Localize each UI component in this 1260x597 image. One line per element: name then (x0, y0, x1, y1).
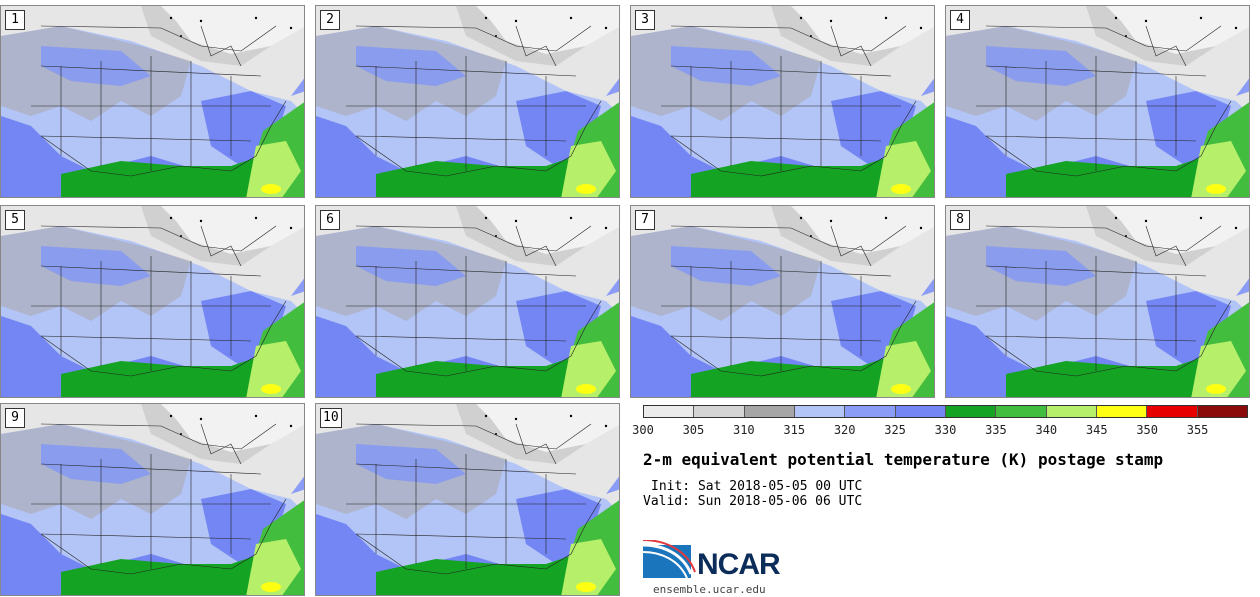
colorbar-segment (1096, 406, 1148, 417)
colorbar-segment (744, 406, 795, 417)
theta-e-map (631, 206, 934, 397)
panel-number: 9 (5, 408, 25, 428)
colorbar-tick-label: 335 (985, 423, 1007, 437)
colorbar-segment (1046, 406, 1097, 417)
ensemble-member-panel: 8 (945, 205, 1250, 398)
init-time: Init: Sat 2018-05-05 00 UTC (651, 479, 863, 494)
theta-e-map (1, 206, 304, 397)
panel-number: 4 (950, 10, 970, 30)
panel-number: 7 (635, 210, 655, 230)
ensemble-member-panel: 5 (0, 205, 305, 398)
theta-e-map (1, 404, 304, 595)
ensemble-member-panel: 1 (0, 5, 305, 198)
colorbar-tick-label: 310 (732, 423, 755, 437)
ensemble-member-panel: 4 (945, 5, 1250, 198)
theta-e-map (631, 6, 934, 197)
colorbar (643, 405, 1248, 418)
colorbar-segment (1197, 406, 1247, 417)
colorbar-tick-label: 315 (783, 423, 806, 437)
chart-title: 2-m equivalent potential temperature (K)… (643, 450, 1164, 469)
colorbar-segment (895, 406, 946, 417)
theta-e-map (316, 206, 619, 397)
ncar-logo-icon (643, 540, 696, 579)
colorbar-tick-label: 345 (1085, 423, 1108, 437)
colorbar-tick-label: 350 (1136, 423, 1158, 437)
panel-number: 6 (320, 210, 340, 230)
colorbar-segment (996, 406, 1047, 417)
theta-e-map (946, 206, 1249, 397)
colorbar-tick-label: 300 (632, 423, 654, 437)
panel-number: 5 (5, 210, 25, 230)
ensemble-member-panel: 6 (315, 205, 620, 398)
colorbar-segment (694, 406, 745, 417)
theta-e-map (316, 404, 619, 595)
colorbar-tick-label: 305 (682, 423, 705, 437)
panel-number: 1 (5, 10, 25, 30)
ensemble-member-panel: 9 (0, 403, 305, 596)
ensemble-member-panel: 2 (315, 5, 620, 198)
ensemble-member-panel: 7 (630, 205, 935, 398)
colorbar-segment (1147, 406, 1198, 417)
colorbar-segment (794, 406, 846, 417)
colorbar-segment (644, 406, 695, 417)
colorbar-segment (945, 406, 997, 417)
colorbar-tick-label: 320 (833, 423, 856, 437)
colorbar-tick-label: 325 (884, 423, 906, 437)
colorbar-labels: 300 305 310 315 320 325 330 335 340 345 350 355 (632, 423, 1248, 439)
panel-number: 8 (950, 210, 970, 230)
theta-e-map (1, 6, 304, 197)
ensemble-member-panel: 10 (315, 403, 620, 596)
panel-number: 2 (320, 10, 340, 30)
site-url: ensemble.ucar.edu (653, 583, 766, 596)
colorbar-tick-label: 330 (934, 423, 957, 437)
ensemble-member-panel: 3 (630, 5, 935, 198)
panel-number: 3 (635, 10, 655, 30)
colorbar-tick-label: 340 (1035, 423, 1058, 437)
colorbar-tick-label: 355 (1186, 423, 1209, 437)
ncar-logo-text: NCAR (697, 548, 781, 581)
theta-e-map (946, 6, 1249, 197)
panel-number: 10 (320, 408, 342, 428)
valid-time: Valid: Sun 2018-05-06 06 UTC (643, 494, 863, 509)
theta-e-map (316, 6, 619, 197)
colorbar-segment (845, 406, 896, 417)
